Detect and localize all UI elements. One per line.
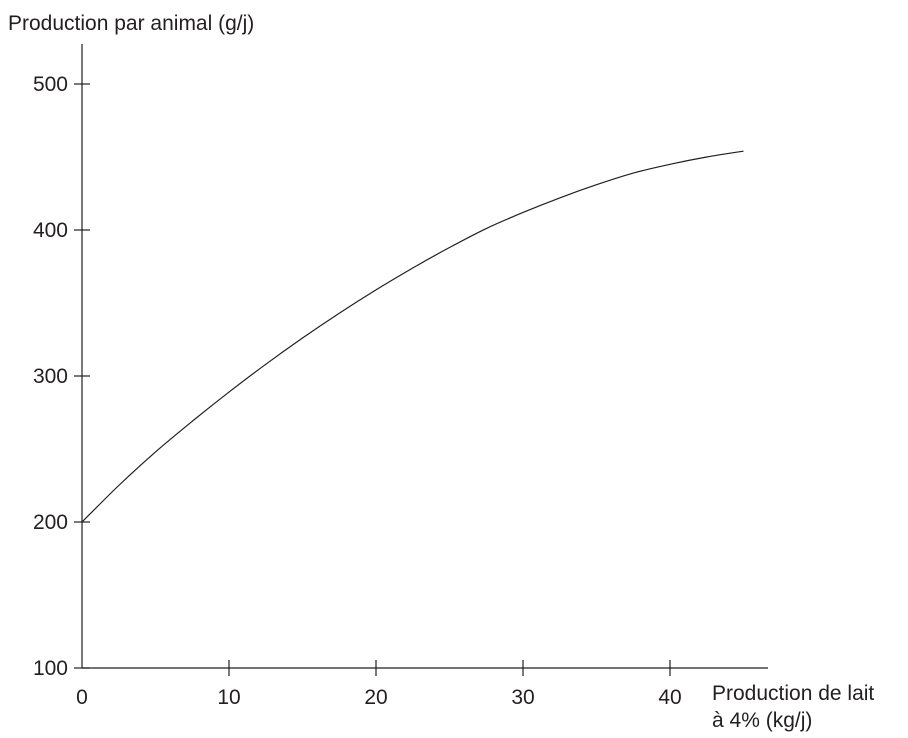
- y-tick-label: 400: [33, 219, 68, 242]
- x-axis-title-line-2: à 4% (kg/j): [712, 709, 812, 732]
- x-tick-label: 0: [76, 686, 88, 709]
- x-tick-label: 40: [658, 686, 681, 709]
- x-axis-title-line-1: Production de lait: [712, 682, 874, 705]
- x-tick-label: 30: [511, 686, 534, 709]
- y-tick-label: 500: [33, 73, 68, 96]
- y-axis-title: Production par animal (g/j): [8, 12, 254, 35]
- y-tick-label: 300: [33, 365, 68, 388]
- x-tick-label: 10: [217, 686, 240, 709]
- series-line: [81, 150, 744, 523]
- y-axis-ticks: 100 200 300 400 500: [33, 73, 90, 680]
- y-tick-label: 100: [33, 657, 68, 680]
- x-axis-ticks: 0 10 20 30 40: [76, 660, 682, 709]
- x-tick-label: 20: [364, 686, 387, 709]
- y-tick-label: 200: [33, 511, 68, 534]
